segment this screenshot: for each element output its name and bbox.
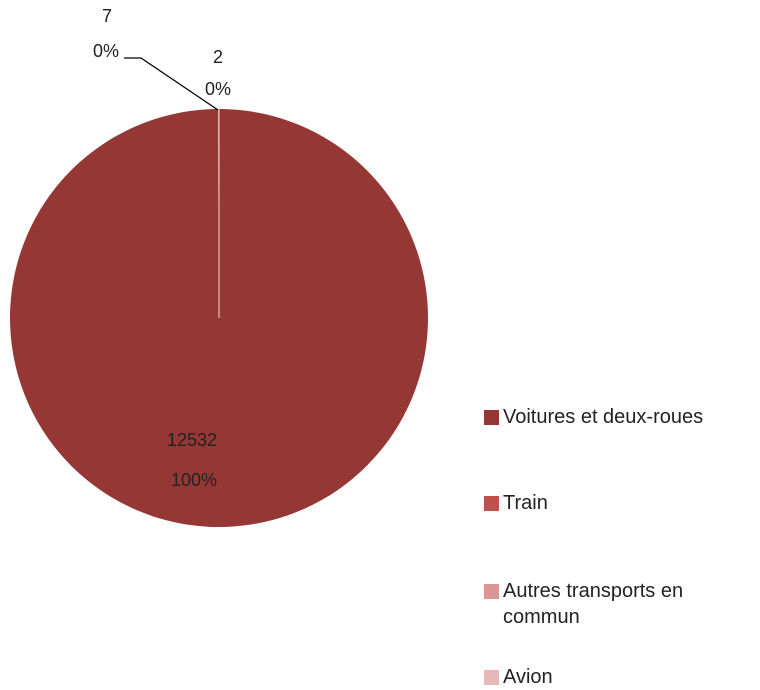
data-label-value-voitures: 12532 <box>167 430 217 450</box>
data-label-percent-voitures: 100% <box>171 470 217 490</box>
legend-item-avion: Avion <box>484 664 753 690</box>
data-label-value-autres: 7 <box>102 6 112 26</box>
legend-swatch-autres <box>484 584 499 599</box>
legend-swatch-avion <box>484 670 499 685</box>
legend-label-autres: Autres transports en commun <box>503 578 743 630</box>
legend-label-train: Train <box>503 490 753 516</box>
data-label-percent-autres: 0% <box>93 41 119 61</box>
legend-swatch-voitures <box>484 410 499 425</box>
leader-line-autres <box>124 58 218 110</box>
data-label-value-avion: 2 <box>213 47 223 67</box>
legend-label-avion: Avion <box>503 664 753 690</box>
legend-label-voitures: Voitures et deux-roues <box>503 404 753 430</box>
pie-slices <box>10 109 428 527</box>
legend-item-autres: Autres transports en commun <box>484 578 743 630</box>
legend-item-train: Train <box>484 490 753 516</box>
legend-swatch-train <box>484 496 499 511</box>
data-label-percent-avion: 0% <box>205 79 231 99</box>
legend-item-voitures: Voitures et deux-roues <box>484 404 753 430</box>
